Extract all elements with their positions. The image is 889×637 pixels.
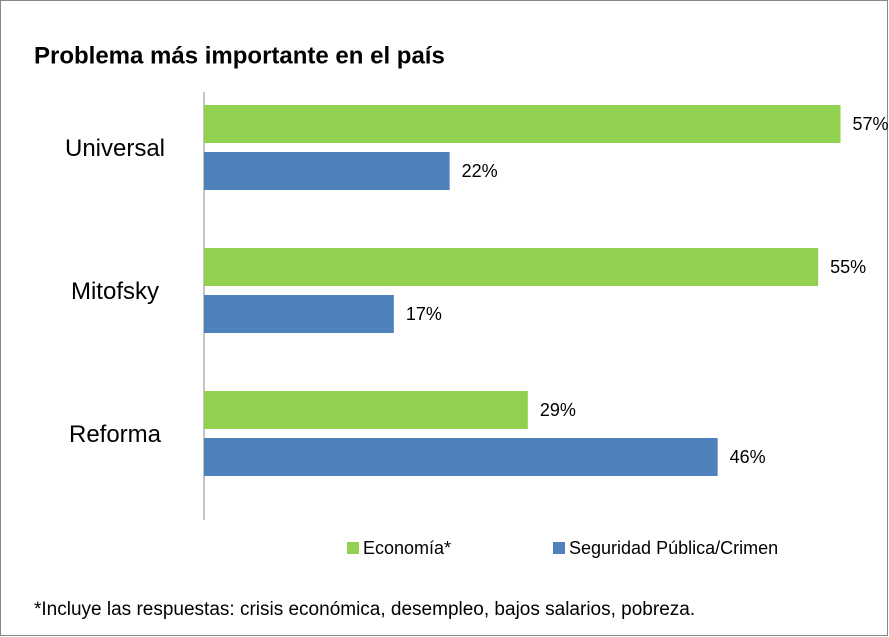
data-label: 17% [406,304,442,324]
bar [204,391,528,429]
data-label: 22% [462,161,498,181]
legend-label: Economía* [363,538,451,558]
y-tick-label: Reforma [69,421,162,448]
footnote: *Incluye las respuestas: crisis económic… [34,599,695,620]
data-label: 29% [540,400,576,420]
data-label: 57% [853,114,889,134]
bar [204,152,450,190]
legend-swatch [347,542,359,554]
bar [204,248,819,286]
data-label: 46% [730,447,766,467]
data-label: 55% [830,257,866,277]
legend-swatch [553,542,565,554]
legend-label: Seguridad Pública/Crimen [569,538,778,558]
bar [204,105,841,143]
chart-title: Problema más importante en el país [34,42,445,69]
bar [204,295,394,333]
y-tick-label: Universal [65,135,165,162]
y-tick-label: Mitofsky [71,278,159,305]
bar [204,438,718,476]
